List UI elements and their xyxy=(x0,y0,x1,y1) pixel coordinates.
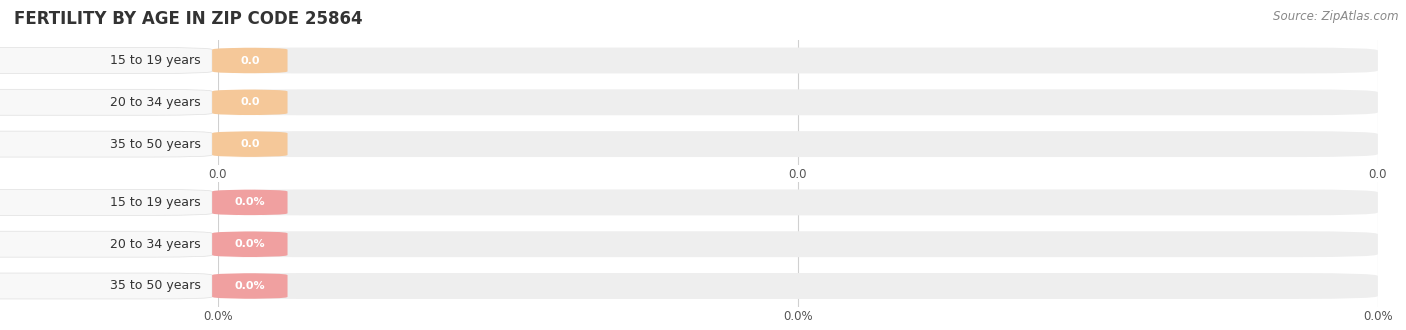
Text: 0.0%: 0.0% xyxy=(235,239,266,249)
Text: 15 to 19 years: 15 to 19 years xyxy=(110,54,201,67)
FancyBboxPatch shape xyxy=(212,189,287,215)
FancyBboxPatch shape xyxy=(212,48,287,74)
Text: 35 to 50 years: 35 to 50 years xyxy=(110,280,201,292)
FancyBboxPatch shape xyxy=(218,273,1378,299)
Text: 0.0%: 0.0% xyxy=(235,281,266,291)
Text: 15 to 19 years: 15 to 19 years xyxy=(110,196,201,209)
Text: Source: ZipAtlas.com: Source: ZipAtlas.com xyxy=(1274,10,1399,23)
FancyBboxPatch shape xyxy=(218,89,1378,115)
FancyBboxPatch shape xyxy=(212,89,287,115)
FancyBboxPatch shape xyxy=(218,189,1378,215)
FancyBboxPatch shape xyxy=(212,231,287,257)
FancyBboxPatch shape xyxy=(212,273,287,299)
Text: FERTILITY BY AGE IN ZIP CODE 25864: FERTILITY BY AGE IN ZIP CODE 25864 xyxy=(14,10,363,28)
FancyBboxPatch shape xyxy=(0,273,212,299)
Text: 0.0%: 0.0% xyxy=(235,197,266,207)
Text: 0.0: 0.0 xyxy=(240,139,260,149)
FancyBboxPatch shape xyxy=(0,89,212,115)
FancyBboxPatch shape xyxy=(218,231,1378,257)
FancyBboxPatch shape xyxy=(0,231,212,257)
Text: 35 to 50 years: 35 to 50 years xyxy=(110,138,201,150)
FancyBboxPatch shape xyxy=(0,131,212,157)
Text: 20 to 34 years: 20 to 34 years xyxy=(110,96,201,109)
Text: 20 to 34 years: 20 to 34 years xyxy=(110,238,201,251)
Text: 0.0: 0.0 xyxy=(240,97,260,107)
FancyBboxPatch shape xyxy=(212,131,287,157)
FancyBboxPatch shape xyxy=(218,48,1378,74)
Text: 0.0: 0.0 xyxy=(240,55,260,65)
FancyBboxPatch shape xyxy=(218,131,1378,157)
FancyBboxPatch shape xyxy=(0,189,212,215)
FancyBboxPatch shape xyxy=(0,48,212,74)
